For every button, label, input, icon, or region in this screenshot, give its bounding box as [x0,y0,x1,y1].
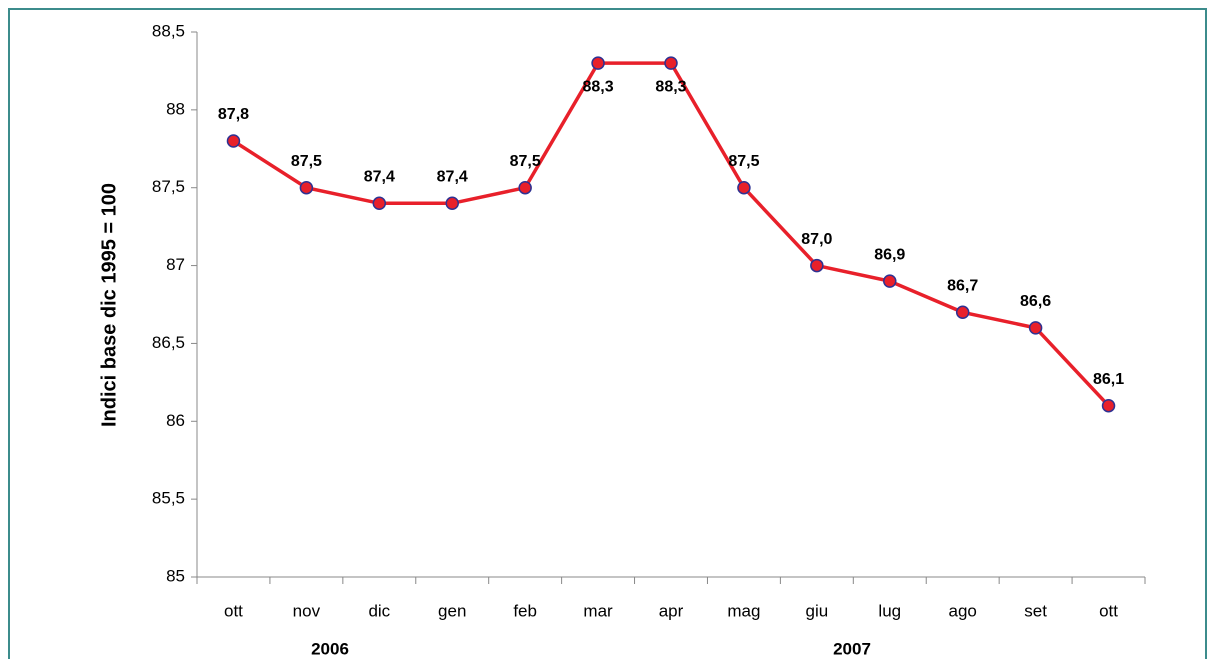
value-label: 88,3 [655,78,686,95]
x-tick-label: ott [224,601,243,620]
value-label: 86,1 [1093,371,1124,388]
x-tick-label: apr [659,601,684,620]
line [232,61,1110,407]
year-label: 2006 [311,639,349,658]
value-label: 87,0 [801,231,832,248]
y-tick-label: 86 [166,411,185,430]
x-tick-label: ott [1099,601,1118,620]
value-label: 86,9 [874,246,905,263]
x-tick-label: mar [583,601,613,620]
marker [299,180,314,195]
year-label: 2007 [833,639,871,658]
marker [664,56,678,70]
x-tick-label: gen [438,601,466,620]
y-axis-label: Indici base dic 1995 = 100 [98,183,120,427]
x-tick-label: dic [368,601,390,620]
value-label: 87,8 [218,106,249,123]
x-tick-label: set [1024,601,1047,620]
value-label: 87,5 [728,153,759,170]
value-label: 86,6 [1020,293,1051,310]
value-label: 86,7 [947,278,978,295]
marker [226,134,241,148]
marker [445,196,459,211]
x-tick-label: giu [806,601,829,620]
marker [955,305,970,320]
marker [591,56,605,70]
y-tick-label: 88,5 [152,21,185,40]
marker [518,180,532,195]
marker [372,196,387,211]
y-tick-label: 88 [166,99,185,118]
value-label: 87,4 [364,169,395,186]
frame [8,8,1207,659]
marker [1101,398,1116,413]
marker [737,180,751,195]
x-tick-label: ago [949,601,977,620]
y-tick-label: 85,5 [152,489,185,508]
value-label: 87,5 [291,153,322,170]
value-label: 87,4 [437,169,468,186]
x-tick-label: mag [727,601,760,620]
x-tick-label: nov [293,601,321,620]
y-tick-label: 86,5 [152,333,185,352]
marker [1028,321,1043,335]
y-tick-label: 87,5 [152,177,185,196]
value-label: 88,3 [583,78,614,95]
y-tick-label: 85 [166,566,185,585]
x-tick-label: lug [878,601,901,620]
y-tick-label: 87 [166,255,185,274]
x-tick-label: feb [513,601,537,620]
marker [883,274,897,288]
value-label: 87,5 [510,153,541,170]
marker [810,258,824,273]
